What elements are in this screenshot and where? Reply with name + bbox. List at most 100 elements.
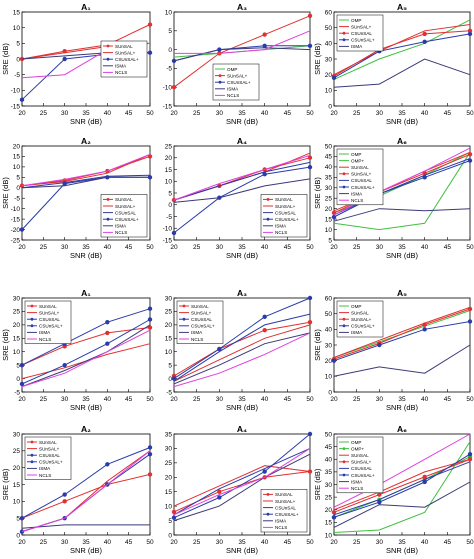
x-axis-label: SNR (dB) — [386, 117, 419, 126]
x-axis-label: SNR (dB) — [386, 403, 419, 412]
legend-entry: CSUnSAL — [39, 317, 60, 322]
x-tick-label: 45 — [444, 539, 452, 546]
x-axis-label: SNR (dB) — [70, 251, 103, 260]
y-tick-label: 30 — [325, 482, 333, 489]
data-point — [331, 214, 337, 220]
legend-entry: CSUnSAL — [275, 505, 296, 510]
y-tick-label: 30 — [165, 295, 173, 302]
legend-entry: OMP — [227, 67, 237, 72]
y-tick-label: 15 — [13, 9, 21, 16]
x-tick-label: 45 — [444, 396, 452, 403]
series-line — [21, 447, 151, 519]
x-tick-label: 20 — [170, 539, 178, 546]
y-axis-label: SRE (dB) — [1, 468, 10, 500]
data-point — [171, 230, 177, 236]
x-tick-label: 40 — [104, 539, 112, 546]
legend-entry: SUnSAL+ — [275, 499, 296, 504]
series-line — [333, 208, 471, 222]
series-line — [333, 433, 471, 508]
y-tick-label: 0 — [168, 532, 172, 539]
legend-entry: CSUnSAL+ — [39, 324, 63, 329]
x-tick-label: 25 — [353, 539, 361, 546]
y-tick-label: 25 — [165, 460, 173, 467]
y-tick-label: -15 — [163, 103, 173, 110]
y-tick-label: 40 — [325, 41, 333, 48]
legend-entry: ISMA — [351, 479, 363, 484]
x-tick-label: 45 — [444, 244, 452, 251]
series-line — [173, 447, 311, 516]
legend-box — [176, 300, 224, 344]
x-tick-label: 25 — [193, 539, 201, 546]
y-tick-label: -5 — [166, 389, 172, 396]
x-tick-label: 50 — [146, 110, 154, 117]
x-tick-label: 50 — [466, 244, 474, 251]
y-tick-label: 40 — [325, 457, 333, 464]
data-point — [422, 479, 427, 485]
data-point — [262, 314, 267, 319]
y-tick-label: -5 — [14, 389, 20, 396]
x-tick-label: 35 — [398, 110, 406, 117]
chart-title: A₅ — [397, 288, 407, 298]
chart-title: A₄ — [237, 136, 247, 146]
y-tick-label: 5 — [168, 518, 172, 525]
x-tick-label: 45 — [125, 396, 133, 403]
data-point — [217, 495, 222, 500]
x-axis-label: SNR (dB) — [386, 251, 419, 260]
y-tick-label: 10 — [13, 499, 21, 506]
y-tick-label: -15 — [11, 216, 21, 223]
series-line — [173, 465, 311, 507]
legend-marker — [30, 440, 34, 444]
legend-box — [24, 300, 72, 344]
legend-entry: OMP+ — [351, 446, 364, 451]
legend-entry: ISMA — [351, 330, 363, 335]
y-tick-label: 20 — [325, 206, 333, 213]
y-tick-label: 0 — [168, 47, 172, 54]
y-tick-label: 50 — [325, 143, 333, 150]
x-tick-label: 30 — [376, 110, 384, 117]
x-tick-label: 40 — [261, 244, 269, 251]
legend-entry: NCLS — [115, 230, 127, 235]
y-tick-label: 20 — [165, 475, 173, 482]
legend-entry: SUnSAL — [39, 304, 57, 309]
x-tick-label: 50 — [466, 396, 474, 403]
x-tick-label: 30 — [61, 396, 69, 403]
data-point — [19, 227, 25, 232]
legend-box — [260, 194, 308, 238]
y-tick-label: 25 — [165, 309, 173, 316]
x-axis-label: SNR (dB) — [386, 546, 419, 555]
legend-entry: SUnSAL — [351, 453, 369, 458]
legend-entry: CSUnSAL — [351, 466, 372, 471]
series-line — [333, 458, 471, 511]
x-tick-label: 25 — [40, 110, 48, 117]
legend-entry: OMP — [351, 304, 361, 309]
y-tick-label: 45 — [325, 444, 333, 451]
x-tick-label: 45 — [125, 110, 133, 117]
series-line — [21, 329, 151, 388]
data-point — [262, 172, 267, 177]
data-point — [307, 43, 313, 49]
data-point — [19, 362, 25, 368]
legend-marker — [30, 324, 34, 328]
chart-title: A₁ — [81, 2, 91, 12]
data-point — [19, 515, 25, 521]
y-tick-label: 25 — [325, 494, 333, 501]
data-point — [307, 295, 313, 301]
series-line — [173, 332, 311, 385]
y-tick-label: 30 — [325, 342, 333, 349]
y-tick-label: -25 — [11, 237, 21, 244]
series-line — [333, 306, 471, 358]
legend-entry: SUnSAL — [275, 197, 293, 202]
x-tick-label: 30 — [376, 396, 384, 403]
y-tick-label: 20 — [13, 143, 21, 150]
y-tick-label: 25 — [13, 448, 21, 455]
legend-entry: SUnSAL+ — [275, 204, 296, 209]
legend-entry: CSUnSAL+ — [115, 217, 139, 222]
x-axis-label: SNR (dB) — [70, 403, 103, 412]
y-tick-label: 35 — [325, 175, 333, 182]
x-tick-label: 50 — [306, 110, 314, 117]
x-axis-label: SNR (dB) — [70, 117, 103, 126]
